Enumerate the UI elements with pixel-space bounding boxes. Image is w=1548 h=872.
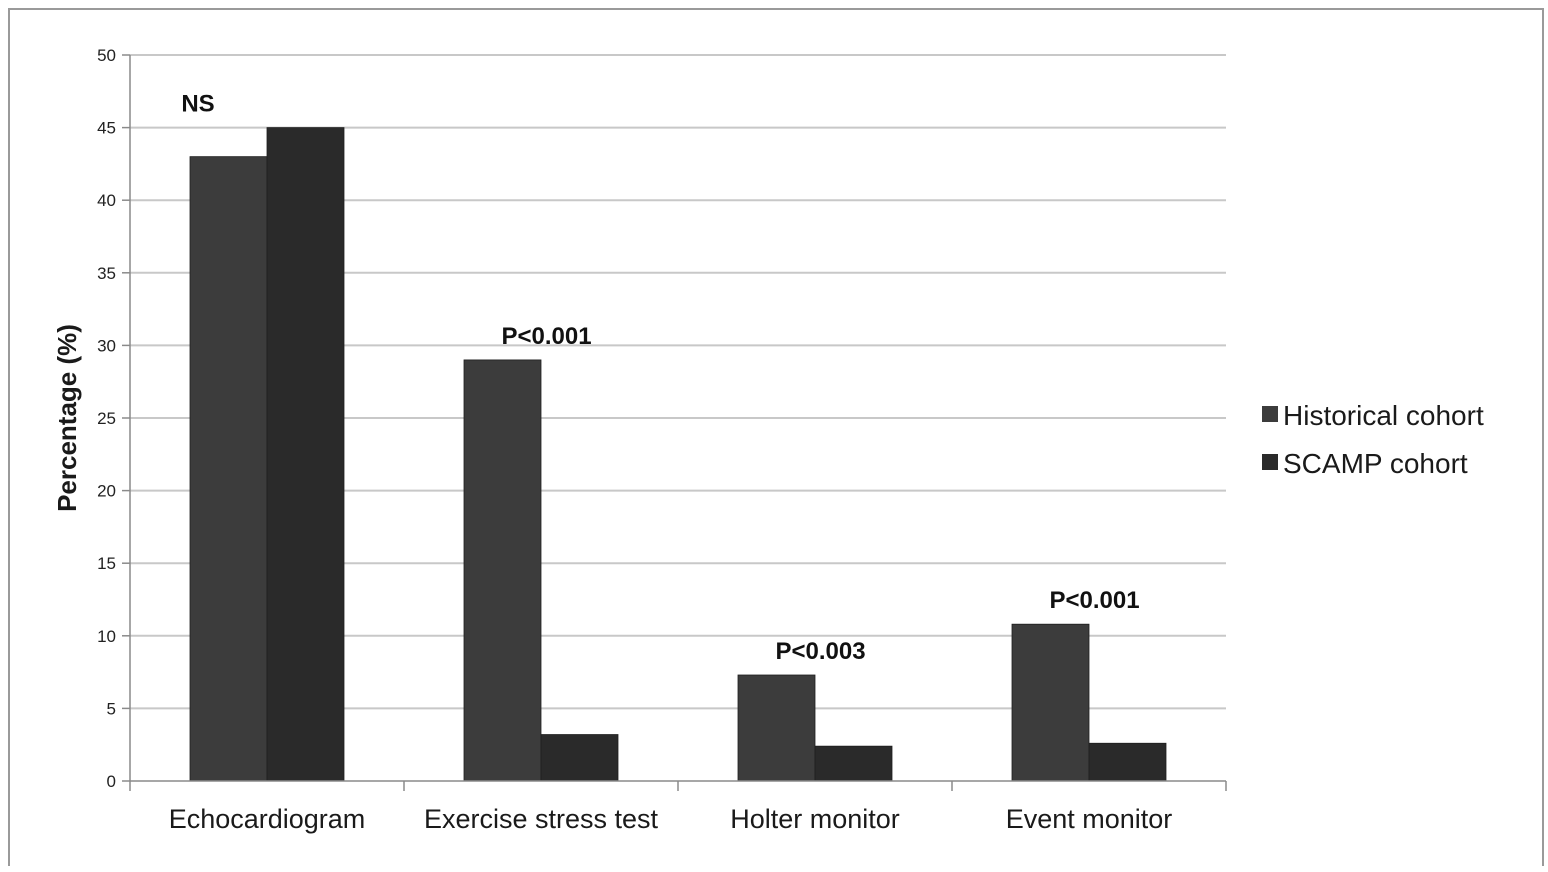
legend-swatch xyxy=(1262,454,1278,470)
bar-scamp-4 xyxy=(1088,742,1167,782)
bar-historical-1 xyxy=(189,156,268,782)
y-tick-label: 45 xyxy=(97,119,116,138)
bar-historical-4 xyxy=(1011,623,1090,782)
x-category-label: Echocardiogram xyxy=(169,804,366,834)
bar-historical-3 xyxy=(737,674,816,782)
legend-label: Historical cohort xyxy=(1283,400,1484,431)
y-tick-label: 0 xyxy=(107,772,116,791)
legend-label: SCAMP cohort xyxy=(1283,448,1468,479)
y-tick-label: 25 xyxy=(97,409,116,428)
y-tick-label: 35 xyxy=(97,264,116,283)
y-axis-title: Percentage (%) xyxy=(52,324,82,512)
legend-swatch xyxy=(1262,406,1278,422)
significance-label: P<0.001 xyxy=(501,323,591,350)
significance-annotations: NS P<0.001 P<0.003 P<0.001 xyxy=(181,91,1139,665)
bar-scamp-3 xyxy=(814,745,893,782)
y-tick-label: 40 xyxy=(97,191,116,210)
significance-label: P<0.001 xyxy=(1049,587,1139,614)
y-tick-label: 5 xyxy=(107,699,116,718)
bar-scamp-1 xyxy=(266,127,345,782)
significance-label: P<0.003 xyxy=(775,638,865,665)
bars xyxy=(189,127,1167,782)
axes xyxy=(129,55,1227,791)
y-tick-label: 10 xyxy=(97,627,116,646)
bar-historical-2 xyxy=(463,359,542,782)
y-tick-label: 20 xyxy=(97,482,116,501)
bar-scamp-2 xyxy=(540,734,619,782)
x-category-label: Exercise stress test xyxy=(424,804,659,834)
x-axis-category-labels: Echocardiogram Exercise stress test Holter… xyxy=(169,804,1173,834)
legend: Historical cohort SCAMP cohort xyxy=(1262,400,1484,479)
x-category-label: Holter monitor xyxy=(730,804,900,834)
y-axis-ticks: 0 5 10 15 20 25 30 35 40 45 50 xyxy=(97,46,130,791)
y-tick-label: 30 xyxy=(97,336,116,355)
y-tick-label: 15 xyxy=(97,554,116,573)
significance-label: NS xyxy=(181,91,214,118)
y-tick-label: 50 xyxy=(97,46,116,65)
x-category-label: Event monitor xyxy=(1006,804,1173,834)
